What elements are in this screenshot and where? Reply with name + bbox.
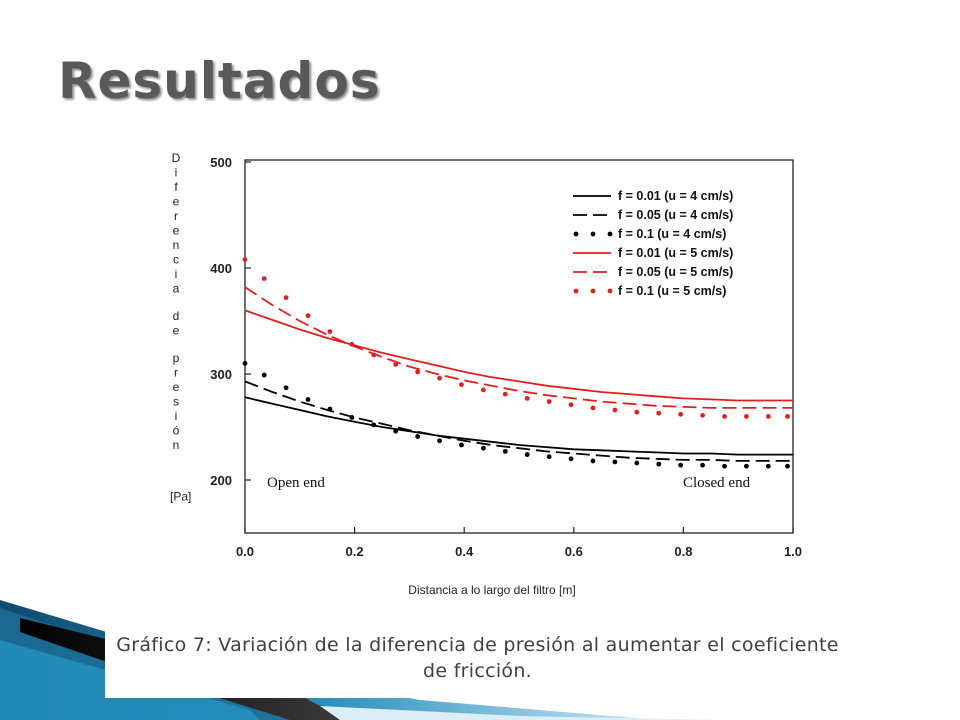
data-point — [502, 448, 508, 454]
data-point — [480, 387, 486, 393]
data-point — [371, 422, 377, 428]
x-tick-label: 1.0 — [784, 544, 802, 559]
data-point — [327, 329, 333, 334]
legend-marker — [590, 231, 596, 237]
data-point — [261, 372, 267, 378]
legend-marker — [590, 288, 596, 294]
data-point — [459, 442, 464, 448]
annotation-closed-end: Closed end — [683, 475, 751, 491]
data-point — [546, 399, 552, 404]
series-2-line — [244, 380, 793, 462]
data-point — [261, 276, 267, 281]
y-tick-label: 500 — [210, 155, 232, 170]
data-point — [785, 463, 790, 469]
x-tick-label: 0.2 — [346, 544, 364, 559]
data-point — [656, 410, 662, 416]
data-point — [524, 452, 530, 457]
x-tick-labels: 0.0 0.2 0.4 0.6 0.8 1.0 — [236, 544, 802, 559]
chart-legend: f = 0.01 (u = 4 cm/s) f = 0.05 (u = 4 cm/… — [573, 189, 733, 298]
legend-marker — [607, 288, 613, 294]
y-tick-label: 300 — [210, 367, 232, 382]
data-point — [459, 382, 464, 387]
y-tick-label: 200 — [210, 473, 232, 488]
data-point — [502, 391, 508, 397]
data-point — [242, 257, 248, 262]
series-4-line — [244, 309, 793, 402]
series-1-line — [244, 396, 793, 456]
data-point — [744, 414, 749, 419]
legend-label: f = 0.01 (u = 5 cm/s) — [618, 246, 733, 260]
data-point — [480, 445, 486, 451]
data-point — [634, 460, 640, 466]
data-point — [634, 409, 640, 415]
x-tick-label: 0.4 — [455, 544, 474, 559]
data-point — [415, 369, 421, 375]
annotation-open-end: Open end — [267, 475, 325, 491]
legend-label: f = 0.1 (u = 4 cm/s) — [618, 227, 726, 241]
data-point — [437, 438, 442, 444]
series-6-markers — [242, 257, 790, 419]
x-tick-label: 0.0 — [236, 544, 254, 559]
data-point — [678, 462, 684, 468]
data-point — [612, 407, 618, 413]
data-point — [700, 412, 705, 418]
data-point — [765, 414, 771, 419]
data-point — [371, 352, 377, 358]
legend-label: f = 0.05 (u = 4 cm/s) — [618, 208, 733, 222]
legend-label: f = 0.1 (u = 5 cm/s) — [618, 284, 726, 298]
legend-marker — [573, 288, 579, 294]
data-point — [568, 456, 574, 462]
legend-marker — [573, 231, 579, 237]
y-tick-label: 400 — [210, 261, 232, 276]
data-point — [656, 461, 662, 467]
series-layer — [242, 257, 793, 469]
y-tick-labels: 200 300 400 500 — [210, 155, 232, 488]
data-point — [524, 395, 530, 401]
data-point — [590, 458, 596, 464]
axis-ticks — [244, 161, 794, 533]
data-point — [700, 462, 705, 468]
data-point — [722, 414, 727, 419]
data-point — [678, 411, 684, 417]
data-point — [765, 463, 771, 469]
data-point — [590, 405, 596, 411]
data-point — [612, 459, 618, 465]
x-tick-label: 0.8 — [674, 544, 692, 559]
data-point — [744, 463, 749, 469]
data-point — [327, 406, 333, 412]
data-point — [283, 295, 289, 301]
legend-label: f = 0.01 (u = 4 cm/s) — [618, 189, 733, 203]
x-axis-label: Distancia a lo largo del filtro [m] — [408, 583, 575, 597]
data-point — [437, 375, 442, 381]
slide-caption: Gráfico 7: Variación de la diferencia de… — [116, 634, 839, 682]
data-point — [546, 454, 552, 460]
data-point — [349, 341, 355, 347]
series-3-markers — [242, 361, 790, 469]
plot-frame — [244, 159, 794, 534]
data-point — [785, 414, 790, 419]
data-point — [722, 463, 727, 469]
data-point — [568, 402, 574, 408]
slide-title: Resultados — [58, 52, 381, 110]
legend-label: f = 0.05 (u = 5 cm/s) — [618, 265, 733, 279]
legend-marker — [607, 231, 613, 237]
data-point — [283, 385, 289, 391]
x-tick-label: 0.6 — [565, 544, 583, 559]
data-point — [305, 397, 311, 402]
series-5-line — [244, 286, 793, 409]
data-point — [305, 313, 311, 319]
data-point — [349, 415, 355, 420]
data-point — [242, 361, 248, 366]
data-point — [393, 428, 399, 434]
data-point — [393, 362, 399, 367]
data-point — [415, 434, 421, 439]
